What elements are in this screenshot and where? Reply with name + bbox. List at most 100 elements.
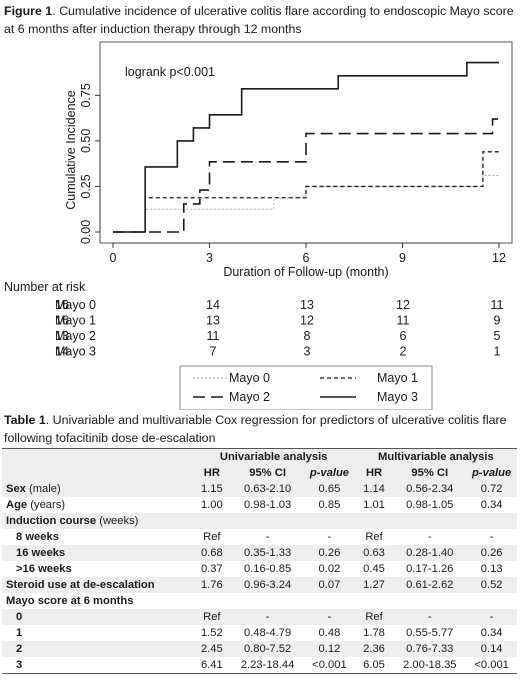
risk-value-1-2: 12 xyxy=(300,314,314,328)
series-line-mayo-0 xyxy=(113,175,499,233)
table-row: Mayo score at 6 months xyxy=(2,593,517,609)
risk-value-1-4: 9 xyxy=(494,314,501,328)
table-row: 2 2.45 0.80-7.52 0.12 2.36 0.76-7.33 0.14 xyxy=(2,641,517,657)
table-cell: 0.16-0.85 xyxy=(243,562,292,575)
risk-row-label-0: Mayo 0 xyxy=(55,298,96,312)
y-tick-label-0: 0.00 xyxy=(79,220,93,244)
risk-value-3-0: 14 xyxy=(55,345,69,359)
table-cell: - xyxy=(489,530,494,543)
figure-label: Figure 1 xyxy=(4,4,53,18)
y-tick-label-1: 0.25 xyxy=(79,174,93,198)
col-header-4: 95% CI xyxy=(393,465,467,481)
row-label: 2 xyxy=(2,641,193,657)
row-label-suffix: (male) xyxy=(25,482,61,495)
table-cell: 0.17-1.26 xyxy=(406,562,454,575)
table-cell: 0.98-1.03 xyxy=(243,498,292,511)
series-line-mayo-1 xyxy=(113,151,499,233)
legend-label-2: Mayo 2 xyxy=(229,390,270,404)
risk-value-1-1: 13 xyxy=(206,314,220,328)
table-cell xyxy=(466,513,517,529)
table-cell: 0.72 xyxy=(466,481,517,497)
table-cell: 0.26 xyxy=(304,545,355,561)
risk-value-0-0: 16 xyxy=(55,298,69,312)
risk-value-1-0: 16 xyxy=(55,314,69,328)
table-row: Sex (male) 1.15 0.63-2.10 0.65 1.14 0.56-2.34… xyxy=(2,481,517,497)
col-header-3: HR xyxy=(354,465,394,481)
legend-label-0: Mayo 0 xyxy=(229,371,270,385)
table-cell xyxy=(355,593,394,609)
table-group-header-row: Univariable analysis Multivariable analy… xyxy=(2,448,517,465)
multivariable-header: Multivariable analysis xyxy=(354,448,517,465)
row-label: >16 weeks xyxy=(2,561,193,577)
table-cell xyxy=(393,513,467,529)
row-label: 1 xyxy=(2,625,193,641)
figure-caption-text: . Cumulative incidence of ulcerative col… xyxy=(4,4,514,36)
table-cell: 0.26 xyxy=(466,545,517,561)
risk-row-label-1: Mayo 1 xyxy=(55,314,96,328)
row-label-suffix: (weeks) xyxy=(96,514,139,527)
row-label: Induction course (weeks) xyxy=(2,513,193,529)
table-cell: 2.45 xyxy=(192,641,232,657)
col-header-1: 95% CI xyxy=(231,465,305,481)
table-cell: <0.001 xyxy=(312,658,347,671)
table-cell: 0.07 xyxy=(304,577,355,593)
table-cell: Ref xyxy=(365,530,383,543)
table-cell: 0.37 xyxy=(200,562,223,575)
table-cell: 0.63-2.10 xyxy=(231,481,305,497)
risk-row-label-3: Mayo 3 xyxy=(55,345,96,359)
table-row: 3 6.41 2.23-18.44 <0.001 6.05 2.00-18.35 <0.00… xyxy=(2,657,517,674)
risk-value-0-4: 11 xyxy=(491,298,504,312)
table-cell: 0.80-7.52 xyxy=(231,641,305,657)
row-label: 8 weeks xyxy=(2,529,193,545)
table-cell: 0.34 xyxy=(480,498,503,511)
row-label-main: 0 xyxy=(16,610,23,623)
table-cell: 6.41 xyxy=(200,658,223,671)
row-label: 16 weeks xyxy=(2,545,193,561)
table-cell: 6.05 xyxy=(363,658,385,671)
table-cell: Ref xyxy=(192,609,232,625)
table-cell: 1.27 xyxy=(354,577,394,593)
table-label: Table 1 xyxy=(4,413,46,427)
table-cell: Ref xyxy=(203,530,221,543)
table-cell: 0.35-1.33 xyxy=(231,545,305,561)
table-cell: 2.00-18.35 xyxy=(403,658,457,671)
cox-regression-table: Univariable analysis Multivariable analy… xyxy=(2,448,517,674)
x-tick-label-9: 9 xyxy=(399,251,406,265)
table-row: >16 weeks 0.37 0.16-0.85 0.02 0.45 0.17-1.26 0… xyxy=(2,561,517,577)
table-cell: 0.76-7.33 xyxy=(393,641,467,657)
table-cell xyxy=(231,513,305,529)
table-cell: 0.12 xyxy=(304,641,355,657)
x-tick-label-6: 6 xyxy=(303,251,310,265)
table-cell: 0.48 xyxy=(318,626,341,639)
table-cell: 0.61-2.62 xyxy=(393,577,467,593)
y-tick-label-2: 0.50 xyxy=(79,129,93,153)
row-label-main: 1 xyxy=(16,626,23,639)
table-cell: - xyxy=(393,609,467,625)
row-label: 0 xyxy=(2,609,193,625)
risk-value-0-2: 13 xyxy=(300,298,314,312)
row-label: Age (years) xyxy=(2,497,193,513)
table-cell: <0.001 xyxy=(474,658,509,671)
risk-table-title: Number at risk xyxy=(4,280,86,294)
col-header-2: p-value xyxy=(304,465,355,481)
table-cell: 1.00 xyxy=(200,498,223,511)
table-cell: - xyxy=(304,609,355,625)
row-label-main: 16 weeks xyxy=(16,546,66,559)
table-cell xyxy=(393,593,466,609)
row-label-main: 8 weeks xyxy=(16,530,59,543)
table-cell: 1.14 xyxy=(354,481,394,497)
risk-value-3-4: 1 xyxy=(494,345,501,359)
x-axis-title: Duration of Follow-up (month) xyxy=(223,265,388,279)
y-tick-label-3: 0.75 xyxy=(79,83,93,107)
row-label-main: 2 xyxy=(16,642,23,655)
table-cell: 0.85 xyxy=(318,498,341,511)
table-cell: 0.68 xyxy=(192,545,232,561)
table-cell: 1.76 xyxy=(192,577,232,593)
row-label-main: Induction course xyxy=(6,514,97,527)
table-cell: 0.52 xyxy=(466,577,517,593)
table-cell: 0.02 xyxy=(318,562,341,575)
risk-value-3-3: 2 xyxy=(400,345,407,359)
table-cell: 2.36 xyxy=(354,641,394,657)
table-cell: - xyxy=(427,530,432,543)
row-label-suffix: (years) xyxy=(27,498,66,511)
